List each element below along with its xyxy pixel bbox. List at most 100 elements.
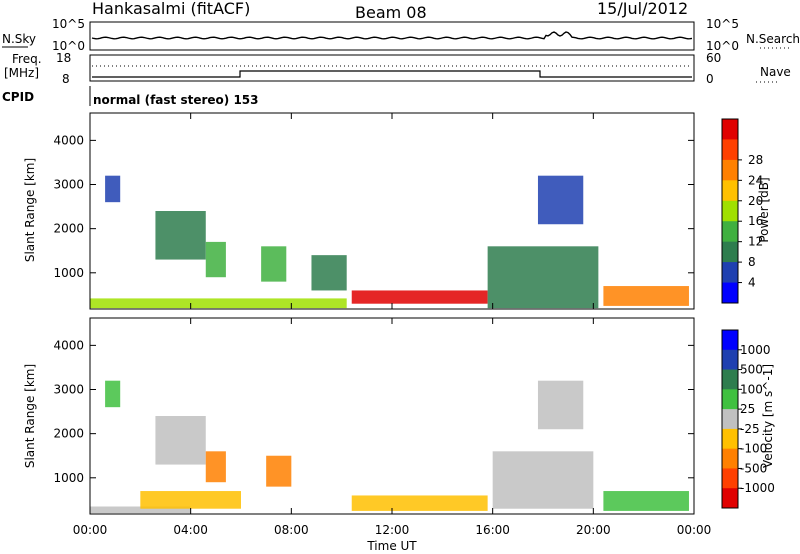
colorbar-segment bbox=[722, 488, 738, 509]
power-heatmap bbox=[90, 175, 689, 309]
data-region bbox=[90, 298, 347, 309]
colorbar-segment bbox=[722, 448, 738, 469]
colorbar-tick-label: 4 bbox=[748, 276, 756, 290]
colorbar-segment bbox=[722, 282, 738, 304]
x-tick-label: 00:00 bbox=[677, 523, 712, 537]
colorbar-tick-label: -100 bbox=[740, 442, 767, 456]
colorbar-tick-label: 12 bbox=[748, 235, 763, 249]
colorbar-tick-label: 1000 bbox=[740, 343, 771, 357]
nave-label: Nave bbox=[760, 65, 791, 79]
data-region bbox=[351, 290, 488, 304]
colorbar-segment bbox=[722, 139, 738, 161]
velocity-heatmap bbox=[90, 380, 689, 514]
colorbar-segment bbox=[722, 221, 738, 243]
velocity-ylabel: Slant Range [km] bbox=[23, 364, 37, 468]
nsky-line bbox=[91, 31, 693, 40]
x-tick-label: 08:00 bbox=[274, 523, 309, 537]
y-tick-label: 4000 bbox=[53, 338, 84, 352]
colorbar-segment bbox=[722, 468, 738, 489]
colorbar-segment bbox=[722, 241, 738, 263]
data-region bbox=[603, 286, 689, 306]
y-tick-label: 2000 bbox=[53, 427, 84, 441]
colorbar-tick-label: -500 bbox=[740, 461, 767, 475]
data-region bbox=[537, 175, 584, 225]
x-tick-label: 12:00 bbox=[375, 523, 410, 537]
freq-unit: [MHz] bbox=[4, 66, 39, 80]
colorbar-segment bbox=[722, 428, 738, 450]
colorbar-tick-label: 24 bbox=[748, 173, 763, 187]
x-axis-label: Time UT bbox=[366, 539, 417, 553]
date-title: 15/Jul/2012 bbox=[597, 0, 688, 18]
nsearch-label: N.Search bbox=[746, 32, 800, 46]
data-region bbox=[266, 455, 292, 487]
data-region bbox=[603, 491, 689, 511]
velocity-x-axis: 00:00 04:00 08:00 12:00 16:00 20:00 00:00 bbox=[73, 318, 712, 537]
power-colorbar: 4 8 12 16 20 24 28 bbox=[721, 118, 763, 304]
colorbar-tick-label: -1000 bbox=[740, 481, 775, 495]
colorbar-segment bbox=[722, 330, 738, 351]
colorbar-tick-label: 20 bbox=[748, 194, 763, 208]
nave-tick-top: 60 bbox=[706, 51, 721, 65]
nsearch-tick-bottom: 10^0 bbox=[706, 39, 739, 53]
nsearch-tick-top: 10^5 bbox=[706, 17, 739, 31]
nsky-panel-frame bbox=[89, 21, 695, 51]
cpid-text: normal (fast stereo) 153 bbox=[93, 93, 259, 107]
data-region bbox=[351, 495, 488, 511]
colorbar-frame bbox=[721, 329, 739, 509]
data-region bbox=[155, 211, 206, 260]
beam-title: Beam 08 bbox=[355, 3, 427, 22]
colorbar-tick-label: 16 bbox=[748, 214, 763, 228]
colorbar-tick-label: 25 bbox=[740, 402, 755, 416]
data-region bbox=[105, 175, 121, 203]
data-region bbox=[205, 451, 226, 483]
colorbar-segment bbox=[722, 200, 738, 222]
data-region bbox=[90, 506, 191, 514]
colorbar-segment bbox=[722, 180, 738, 202]
colorbar-tick-label: 500 bbox=[740, 363, 763, 377]
nsky-label: N.Sky bbox=[2, 32, 36, 46]
x-tick-label: 16:00 bbox=[475, 523, 510, 537]
freq-tick-bottom: 8 bbox=[62, 72, 70, 86]
colorbar-frame bbox=[721, 118, 739, 304]
data-region bbox=[311, 255, 347, 291]
velocity-cbar-label: Velocity [m s^-1] bbox=[761, 364, 775, 468]
y-tick-label: 2000 bbox=[53, 222, 84, 236]
data-region bbox=[205, 241, 226, 278]
colorbar-tick-label: 100 bbox=[740, 382, 763, 396]
x-tick-label: 00:00 bbox=[73, 523, 108, 537]
y-tick-label: 3000 bbox=[53, 383, 84, 397]
colorbar-segment bbox=[722, 262, 738, 284]
data-region bbox=[537, 380, 584, 430]
freq-label: Freq. bbox=[12, 52, 42, 66]
nsky-trace bbox=[91, 31, 693, 40]
power-cbar-label: Power [dB] bbox=[757, 177, 771, 242]
colorbar-segment bbox=[722, 349, 738, 371]
y-tick-label: 1000 bbox=[53, 266, 84, 280]
y-tick-label: 1000 bbox=[53, 471, 84, 485]
data-region bbox=[487, 246, 599, 309]
data-region bbox=[261, 246, 287, 282]
cpid-label: CPID bbox=[2, 90, 34, 104]
colorbar-segment bbox=[722, 119, 738, 140]
data-region bbox=[492, 451, 594, 509]
power-ylabel: Slant Range [km] bbox=[23, 158, 37, 262]
colorbar-segment bbox=[722, 409, 738, 430]
colorbar-segment bbox=[722, 369, 738, 390]
freq-panel-frame bbox=[89, 54, 695, 82]
velocity-y-axis: 1000 2000 3000 4000 bbox=[53, 338, 694, 485]
data-region bbox=[155, 416, 206, 465]
velocity-colorbar: 1000 500 100 25 -25 -100 -500 -1000 bbox=[721, 329, 775, 509]
colorbar-segment bbox=[722, 159, 738, 181]
station-title: Hankasalmi (fitACF) bbox=[92, 0, 250, 18]
x-tick-label: 20:00 bbox=[576, 523, 611, 537]
nsky-tick-top: 10^5 bbox=[52, 17, 85, 31]
colorbar-tick-label: -25 bbox=[740, 422, 760, 436]
colorbar-segment bbox=[722, 389, 738, 410]
colorbar-tick-label: 8 bbox=[748, 255, 756, 269]
freq-tick-top: 18 bbox=[56, 51, 71, 65]
x-tick-label: 04:00 bbox=[173, 523, 208, 537]
freq-line bbox=[92, 70, 692, 78]
power-y-axis: 1000 2000 3000 4000 bbox=[53, 133, 694, 280]
nave-tick-bottom: 0 bbox=[706, 72, 714, 86]
